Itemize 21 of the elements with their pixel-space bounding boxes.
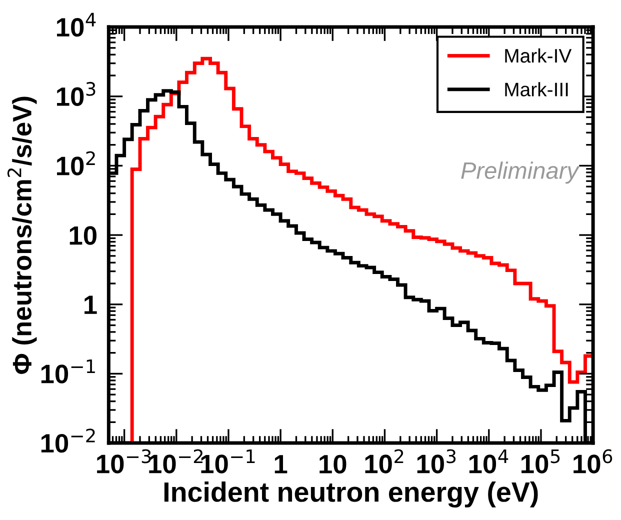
x-tick-label: 10 xyxy=(320,454,346,474)
x-tick-label: 10$^{−2}$ xyxy=(149,449,202,474)
y-tick-label: 10$^{3}$ xyxy=(57,82,96,106)
x-tick-label: 10$^{2}$ xyxy=(365,449,404,474)
x-tick-label: 10$^{4}$ xyxy=(469,450,508,474)
y-tick-label: 10$^{−2}$ xyxy=(41,428,95,453)
y-tick-label: 10$^{−1}$ xyxy=(41,360,95,384)
y-tick-label: 10$^{4}$ xyxy=(57,12,96,37)
y-tick-label: 10$^{2}$ xyxy=(57,151,95,176)
x-tick-label: 10$^{3}$ xyxy=(417,449,456,474)
x-axis-title: Incident neutron energy (eV) xyxy=(164,482,538,508)
x-tick-label: 10$^{5}$ xyxy=(522,450,560,474)
x-tick-label: 10$^{−1}$ xyxy=(201,450,255,474)
x-tick-label: 1 xyxy=(274,455,288,474)
x-tick-label: 10$^{6}$ xyxy=(574,449,612,474)
y-tick-label: 10 xyxy=(70,226,96,245)
annotation: Preliminary xyxy=(461,162,580,184)
y-axis-title: Φ (neutrons/cm$^{2}$/s/eV) xyxy=(7,96,37,374)
y-tick-label: 1 xyxy=(84,296,97,314)
legend-label: Mark-IV xyxy=(505,48,572,63)
legend-label: Mark-III xyxy=(505,82,568,96)
